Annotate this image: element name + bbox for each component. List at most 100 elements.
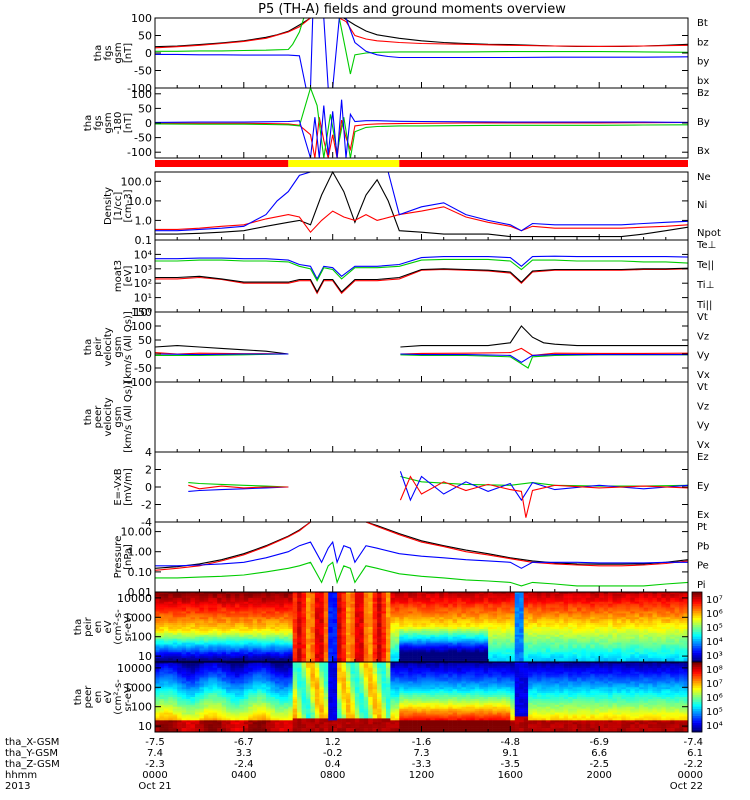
heatmap-cell [203,627,209,630]
heatmap-cell [474,632,480,636]
heatmap-cell [643,623,649,626]
heatmap-cell [505,658,511,661]
y-tick-label: -50 [134,132,152,145]
heatmap-cell [541,644,547,647]
heatmap-cell [172,601,178,604]
heatmap-cell [266,611,271,614]
heatmap-cell [421,611,427,614]
heatmap-cell [314,640,320,643]
heatmap-cell [363,630,369,634]
heatmap-cell [363,607,369,610]
heatmap-cell [186,650,191,653]
heatmap-cell [257,654,262,657]
heatmap-cell [177,648,182,651]
heatmap-cell [497,601,502,604]
heatmap-cell [656,658,662,661]
heatmap-cell [292,650,298,653]
heatmap-cell [159,697,165,700]
heatmap-cell [288,597,293,601]
heatmap-cell [545,619,551,622]
heatmap-cell [519,609,524,612]
heatmap-cell [359,592,365,595]
heatmap-cell [683,636,689,639]
heatmap-cell [470,648,476,651]
heatmap-cell [630,601,635,604]
heatmap-cell [510,613,516,616]
heatmap-cell [674,621,680,624]
heatmap-cell [239,654,245,657]
heatmap-cell [230,638,236,641]
heatmap-cell [621,601,627,604]
heatmap-cell [612,634,618,638]
heatmap-cell [483,595,489,599]
heatmap-cell [661,628,667,632]
heatmap-cell [479,625,484,628]
heatmap-cell [230,650,236,653]
heatmap-cell [155,714,160,717]
heatmap-cell [434,621,440,624]
heatmap-cell [239,660,245,663]
heatmap-cell [550,648,556,651]
heatmap-cell [155,663,160,667]
heatmap-cell [234,636,240,639]
heatmap-cell [306,597,311,601]
heatmap-cell [332,617,338,620]
heatmap-cell [403,638,409,641]
heatmap-cell [323,609,329,612]
heatmap-cell [363,652,369,655]
heatmap-cell [199,611,205,614]
heatmap-cell [172,683,178,686]
heatmap-cell [599,656,604,659]
heatmap-cell [417,646,422,649]
heatmap-cell [665,646,671,649]
heatmap-cell [528,625,533,628]
heatmap-cell [332,592,338,595]
heatmap-cell [297,656,302,659]
heatmap-cell [248,615,254,618]
heatmap-cell [177,642,182,645]
heatmap-cell [172,619,178,622]
heatmap-cell [665,654,671,657]
heatmap-cell [306,644,311,647]
heatmap-cell [630,648,635,651]
legend-entry: Vx [697,440,710,451]
heatmap-cell [648,636,653,639]
heatmap-cell [168,667,174,671]
heatmap-cell [194,601,200,604]
heatmap-cell [199,592,205,595]
heatmap-cell [239,640,245,643]
heatmap-cell [159,671,165,674]
heatmap-cell [421,628,427,632]
heatmap-cell [230,621,236,624]
heatmap-cell [252,597,258,601]
heatmap-cell [345,625,351,628]
heatmap-cell [488,634,493,638]
heatmap-cell [665,597,671,601]
heatmap-cell [452,603,458,606]
heatmap-cell [648,630,653,634]
heatmap-cell [288,611,293,614]
heatmap-cell [226,654,231,657]
heatmap-cell [572,630,578,634]
heatmap-cell [345,654,351,657]
heatmap-cell [599,658,604,661]
heatmap-cell [226,625,231,628]
heatmap-cell [208,607,214,610]
heatmap-cell [399,619,405,622]
heatmap-cell [648,617,653,620]
heatmap-cell [283,625,289,628]
heatmap-cell [554,638,560,641]
heatmap-cell [221,650,227,653]
heatmap-cell [306,607,311,610]
colorbar-step [692,596,702,600]
heatmap-cell [639,607,644,610]
heatmap-cell [576,613,582,616]
heatmap-cell [634,630,640,634]
heatmap-cell [594,648,600,651]
heatmap-cell [559,601,564,604]
heatmap-cell [319,615,325,618]
heatmap-cell [243,640,249,643]
heatmap-cell [399,644,405,647]
heatmap-cell [221,654,227,657]
heatmap-cell [350,648,356,651]
